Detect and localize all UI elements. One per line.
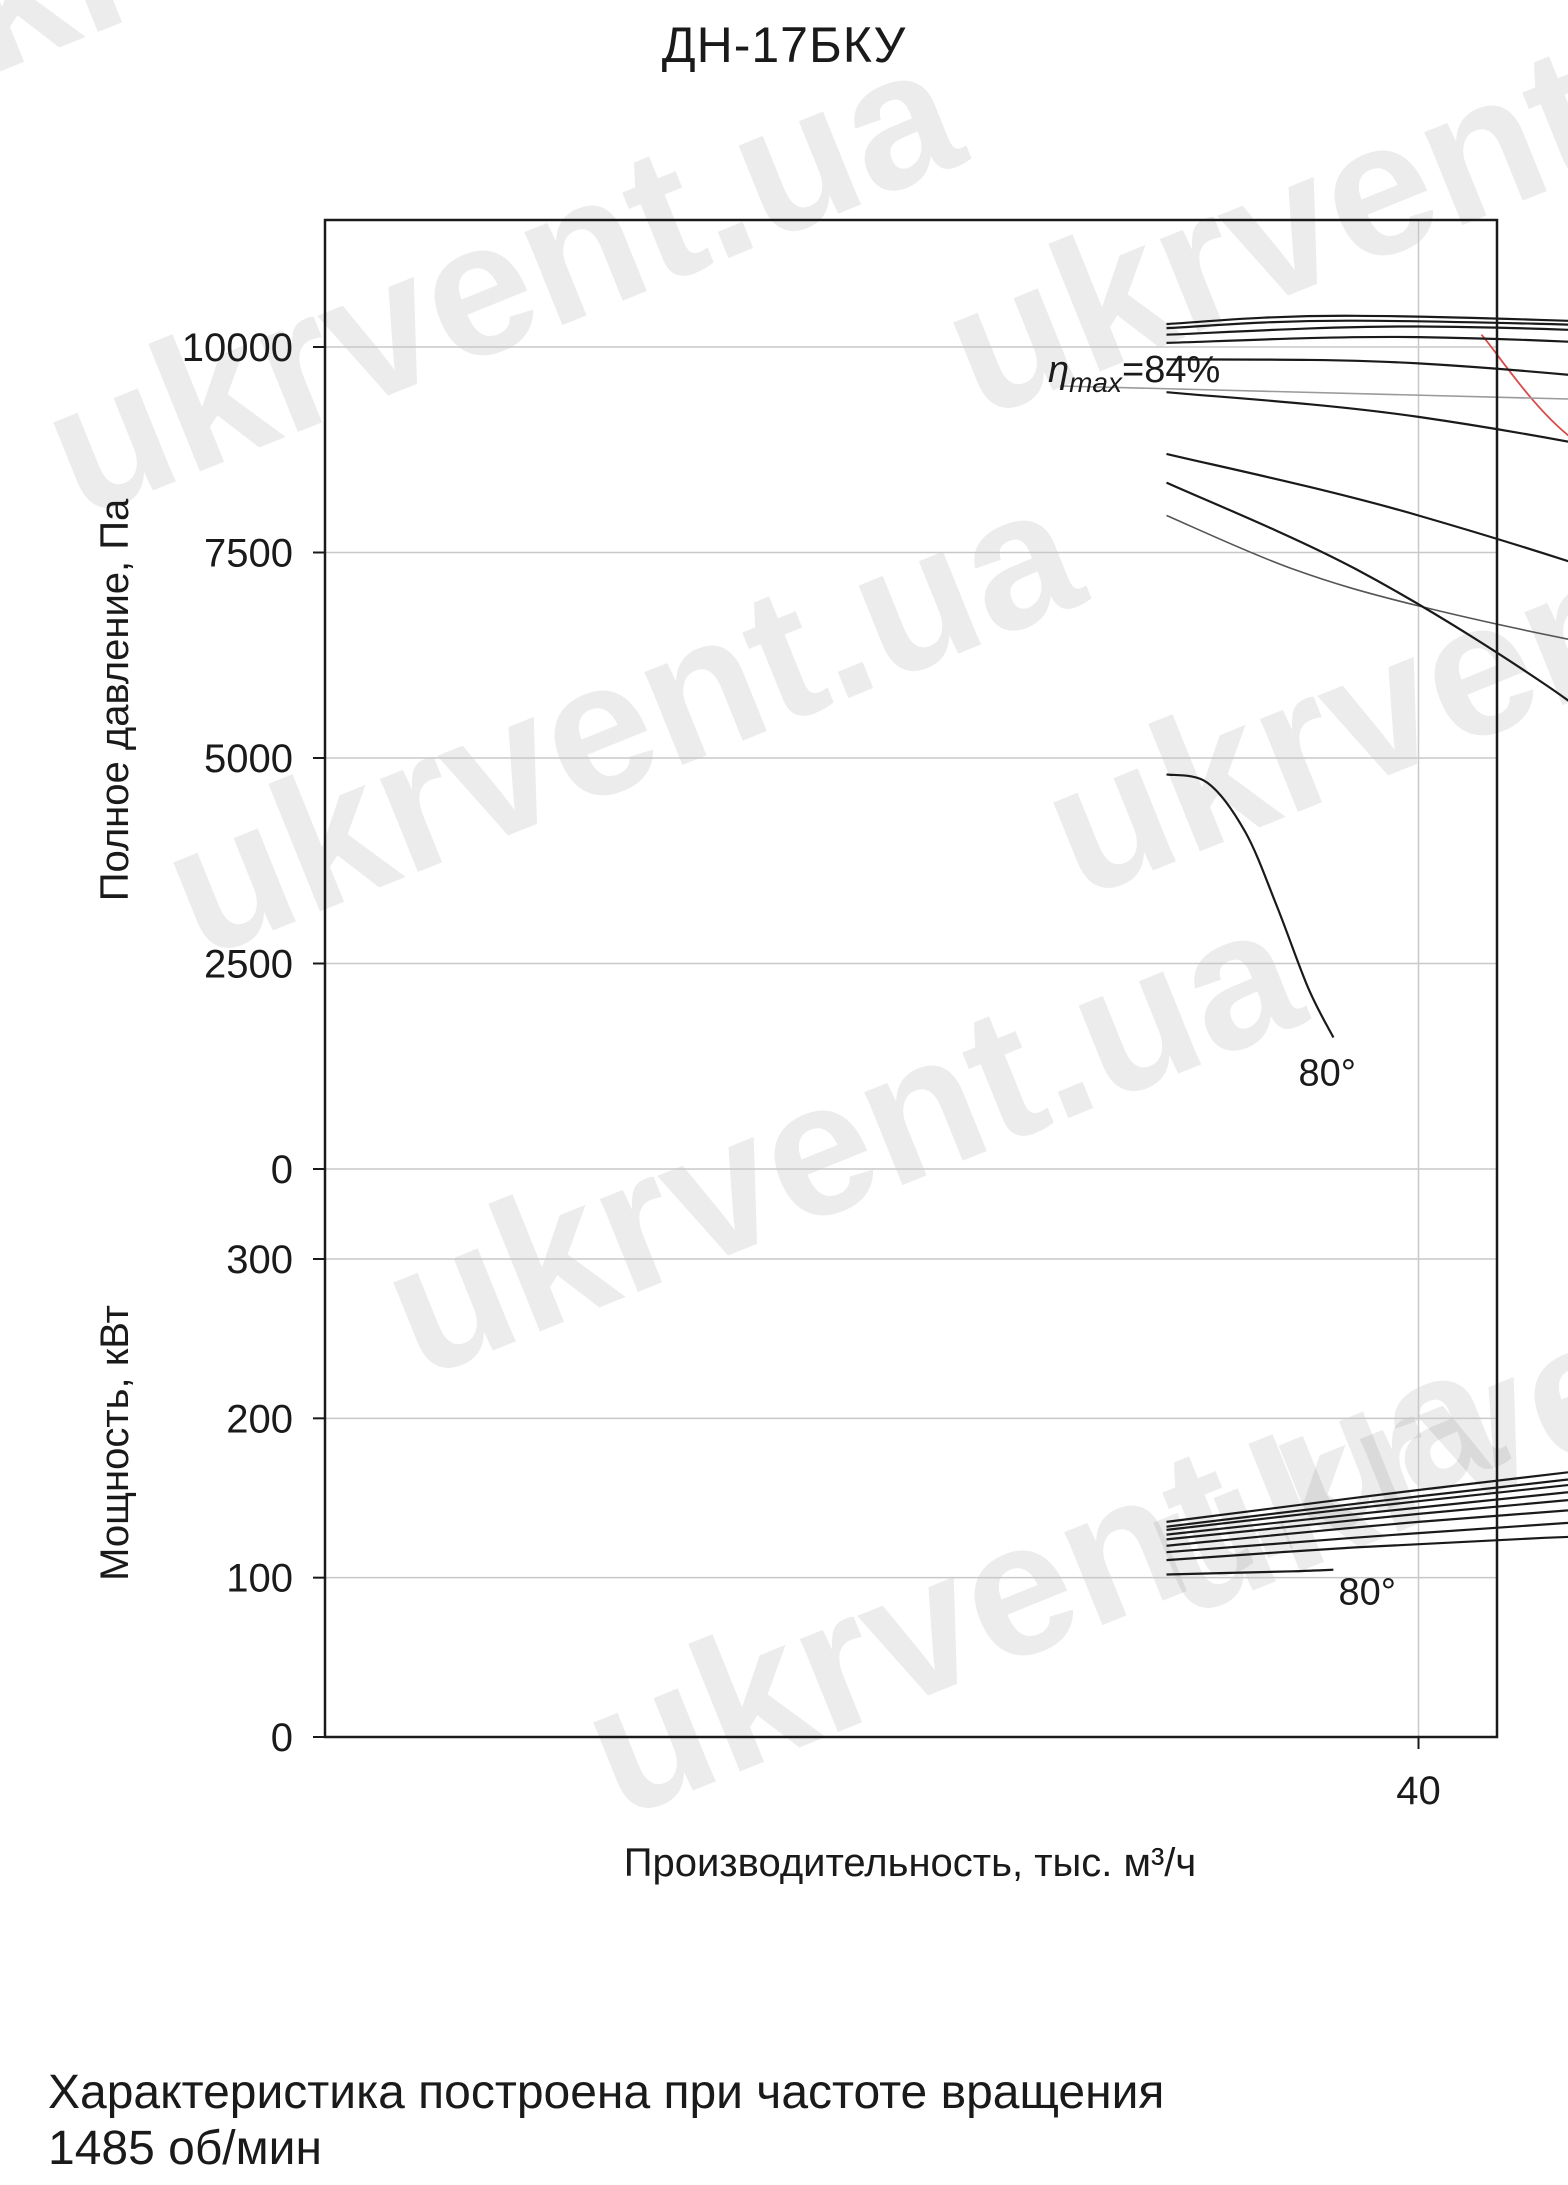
pressure-axis-title: Полное давление, Па <box>93 498 137 901</box>
power-curve-label: 80° <box>1338 1572 1395 1614</box>
footnote-line-1: Характеристика построена при частоте вра… <box>48 2066 1165 2119</box>
pressure-curve <box>1166 481 1568 702</box>
power-curve <box>1166 1535 1568 1562</box>
power-tick-label: 200 <box>226 1397 293 1441</box>
pressure-curve <box>1166 391 1568 443</box>
pressure-tick-label: 0 <box>271 1148 293 1192</box>
pressure-tick-label: 10000 <box>182 326 293 370</box>
power-curve <box>1166 1568 1334 1576</box>
watermark-text: ukrvent.ua <box>916 0 1568 458</box>
eta-max-leader <box>1059 385 1568 400</box>
efficiency-curve <box>1166 514 1568 640</box>
footnote-line-2: 1485 об/мин <box>48 2122 322 2175</box>
x-tick-label: 40 <box>1396 1769 1441 1813</box>
power-tick-label: 300 <box>226 1238 293 1282</box>
watermark-text: ukrvent.ua <box>136 441 1108 998</box>
x-axis-title: Производительность, тыс. м³/ч <box>624 1841 1197 1885</box>
grid-lines <box>325 220 1497 1737</box>
pressure-tick-label: 7500 <box>204 532 293 576</box>
axes-frame <box>313 218 1499 1749</box>
power-curve <box>1166 1509 1568 1547</box>
labels: 0250050007500100000100200300406080100120… <box>93 326 1441 1885</box>
pressure-curve <box>1166 452 1568 563</box>
pressure-curve <box>1166 773 1335 1039</box>
power-axis-title: Мощность, кВт <box>93 1305 137 1581</box>
page-title: ДН-17БКУ <box>661 17 907 73</box>
power-curve <box>1166 1491 1568 1536</box>
power-tick-label: 100 <box>226 1557 293 1601</box>
pressure-curve <box>1166 358 1568 376</box>
pressure-curve-label: 80° <box>1298 1052 1355 1094</box>
power-curve <box>1166 1521 1568 1554</box>
watermark-text: ukrvent.ua <box>356 861 1328 1418</box>
plot-frame <box>323 218 1499 1739</box>
watermark-text: ukrvent.ua <box>16 1 988 558</box>
footnote: Характеристика построена при частоте вра… <box>48 2065 1528 2177</box>
curves <box>1059 314 1568 1576</box>
pressure-curve <box>1166 335 1568 344</box>
eta-max-label: ηmax=84% <box>1048 349 1220 398</box>
pressure-tick-label: 2500 <box>204 943 293 987</box>
watermark-text: ukrvent.ua <box>1016 381 1568 938</box>
power-curve <box>1166 1498 1568 1541</box>
pressure-tick-label: 5000 <box>204 737 293 781</box>
power-tick-label: 0 <box>271 1716 293 1760</box>
